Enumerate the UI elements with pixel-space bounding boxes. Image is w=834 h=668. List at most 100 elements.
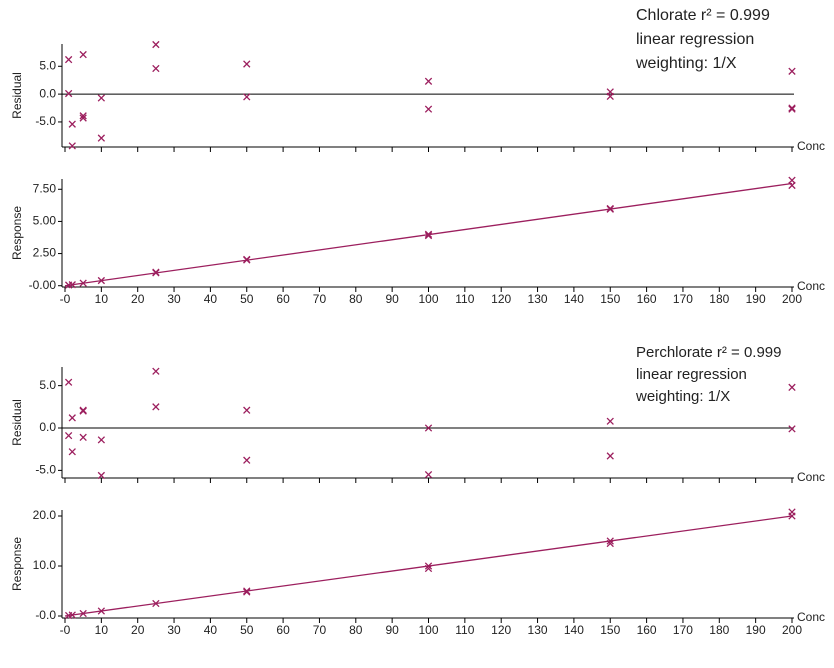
point (79, 433, 87, 441)
point (79, 114, 87, 122)
x-tick-label: 110 (455, 292, 474, 306)
point (152, 599, 160, 608)
x-tick-label: 160 (637, 292, 657, 306)
point (152, 64, 160, 73)
x-tick-label: 40 (204, 292, 218, 306)
point (68, 611, 76, 619)
x-tick-label: 70 (313, 292, 327, 306)
point (788, 425, 796, 433)
y-axis-label: Response (10, 537, 24, 591)
y-tick-label: 10.0 (33, 558, 57, 572)
point (424, 230, 433, 238)
x-tick-label: 100 (418, 292, 438, 306)
point (243, 456, 251, 464)
point (79, 50, 87, 59)
x-tick-label: 10 (95, 623, 109, 637)
point (606, 539, 614, 548)
x-tick-label: 50 (240, 292, 254, 306)
x-axis-label: Conc (797, 279, 825, 293)
x-tick-label: 30 (167, 292, 181, 306)
point (243, 60, 251, 68)
x-tick-label: 190 (746, 292, 766, 306)
point (97, 436, 106, 444)
x-tick-label: 90 (385, 292, 399, 306)
point (788, 383, 796, 391)
point (243, 588, 251, 596)
y-tick-label: -0.00 (29, 278, 57, 292)
x-tick-label: 100 (418, 623, 438, 637)
point (788, 104, 796, 112)
point (788, 508, 796, 516)
y-tick-label: 5.00 (33, 214, 57, 228)
y-tick-label: -0.0 (35, 608, 56, 622)
point (424, 231, 433, 240)
x-tick-label: 150 (600, 623, 620, 637)
x-tick-label: 40 (204, 623, 218, 637)
annotation: Perchlorate r² = 0.999 (636, 344, 782, 361)
x-tick-label: 30 (167, 623, 181, 637)
point (243, 587, 251, 595)
point (243, 255, 251, 264)
x-tick-label: 80 (349, 292, 363, 306)
y-tick-label: -5.0 (35, 114, 56, 128)
y-tick-label: 7.50 (33, 181, 57, 195)
point (243, 93, 251, 101)
x-tick-label: 80 (349, 623, 363, 637)
point (424, 424, 433, 432)
point (152, 403, 160, 411)
y-tick-label: 0.0 (39, 420, 56, 434)
point (606, 452, 614, 460)
x-tick-label: 170 (673, 292, 693, 306)
y-axis-label: Residual (10, 399, 24, 446)
x-tick-label: 70 (313, 623, 327, 637)
point (152, 367, 160, 375)
point (424, 562, 433, 570)
annotation: weighting: 1/X (635, 388, 730, 405)
point (606, 92, 614, 100)
x-tick-label: 60 (276, 623, 290, 637)
annotation: linear regression (636, 366, 747, 383)
x-tick-label: -0 (60, 623, 71, 637)
x-tick-label: 140 (564, 292, 584, 306)
point (97, 471, 106, 480)
x-tick-label: 10 (95, 292, 109, 306)
x-tick-label: 20 (131, 623, 145, 637)
point (64, 378, 73, 386)
point (424, 470, 433, 479)
point (79, 407, 87, 415)
point (68, 120, 76, 128)
point (424, 564, 433, 573)
x-tick-label: 160 (637, 623, 657, 637)
point (606, 204, 614, 213)
y-tick-label: 0.0 (39, 86, 56, 100)
y-tick-label: 20.0 (33, 508, 57, 522)
x-axis-label: Conc (797, 610, 825, 624)
point (788, 105, 796, 113)
y-tick-label: 5.0 (39, 378, 56, 392)
point (424, 105, 433, 113)
point (606, 417, 614, 425)
y-axis-label: Response (10, 206, 24, 260)
y-tick-label: -5.0 (35, 463, 56, 477)
x-tick-label: 180 (709, 623, 729, 637)
x-tick-label: 120 (491, 292, 511, 306)
x-tick-label: 200 (782, 292, 802, 306)
point (152, 40, 160, 49)
point (68, 281, 76, 289)
x-axis-label: Conc (797, 470, 825, 484)
x-tick-label: -0 (60, 292, 71, 306)
y-tick-label: 5.0 (39, 58, 56, 72)
x-tick-label: 170 (673, 623, 693, 637)
x-tick-label: 130 (528, 623, 548, 637)
annotation: Chlorate r² = 0.999 (636, 7, 770, 24)
point (97, 276, 106, 285)
x-tick-label: 50 (240, 623, 254, 637)
point (424, 77, 433, 85)
x-axis-label: Conc (797, 139, 825, 153)
point (79, 609, 87, 618)
x-tick-label: 190 (746, 623, 766, 637)
x-tick-label: 200 (782, 623, 802, 637)
point (243, 406, 251, 414)
x-tick-label: 120 (491, 623, 511, 637)
